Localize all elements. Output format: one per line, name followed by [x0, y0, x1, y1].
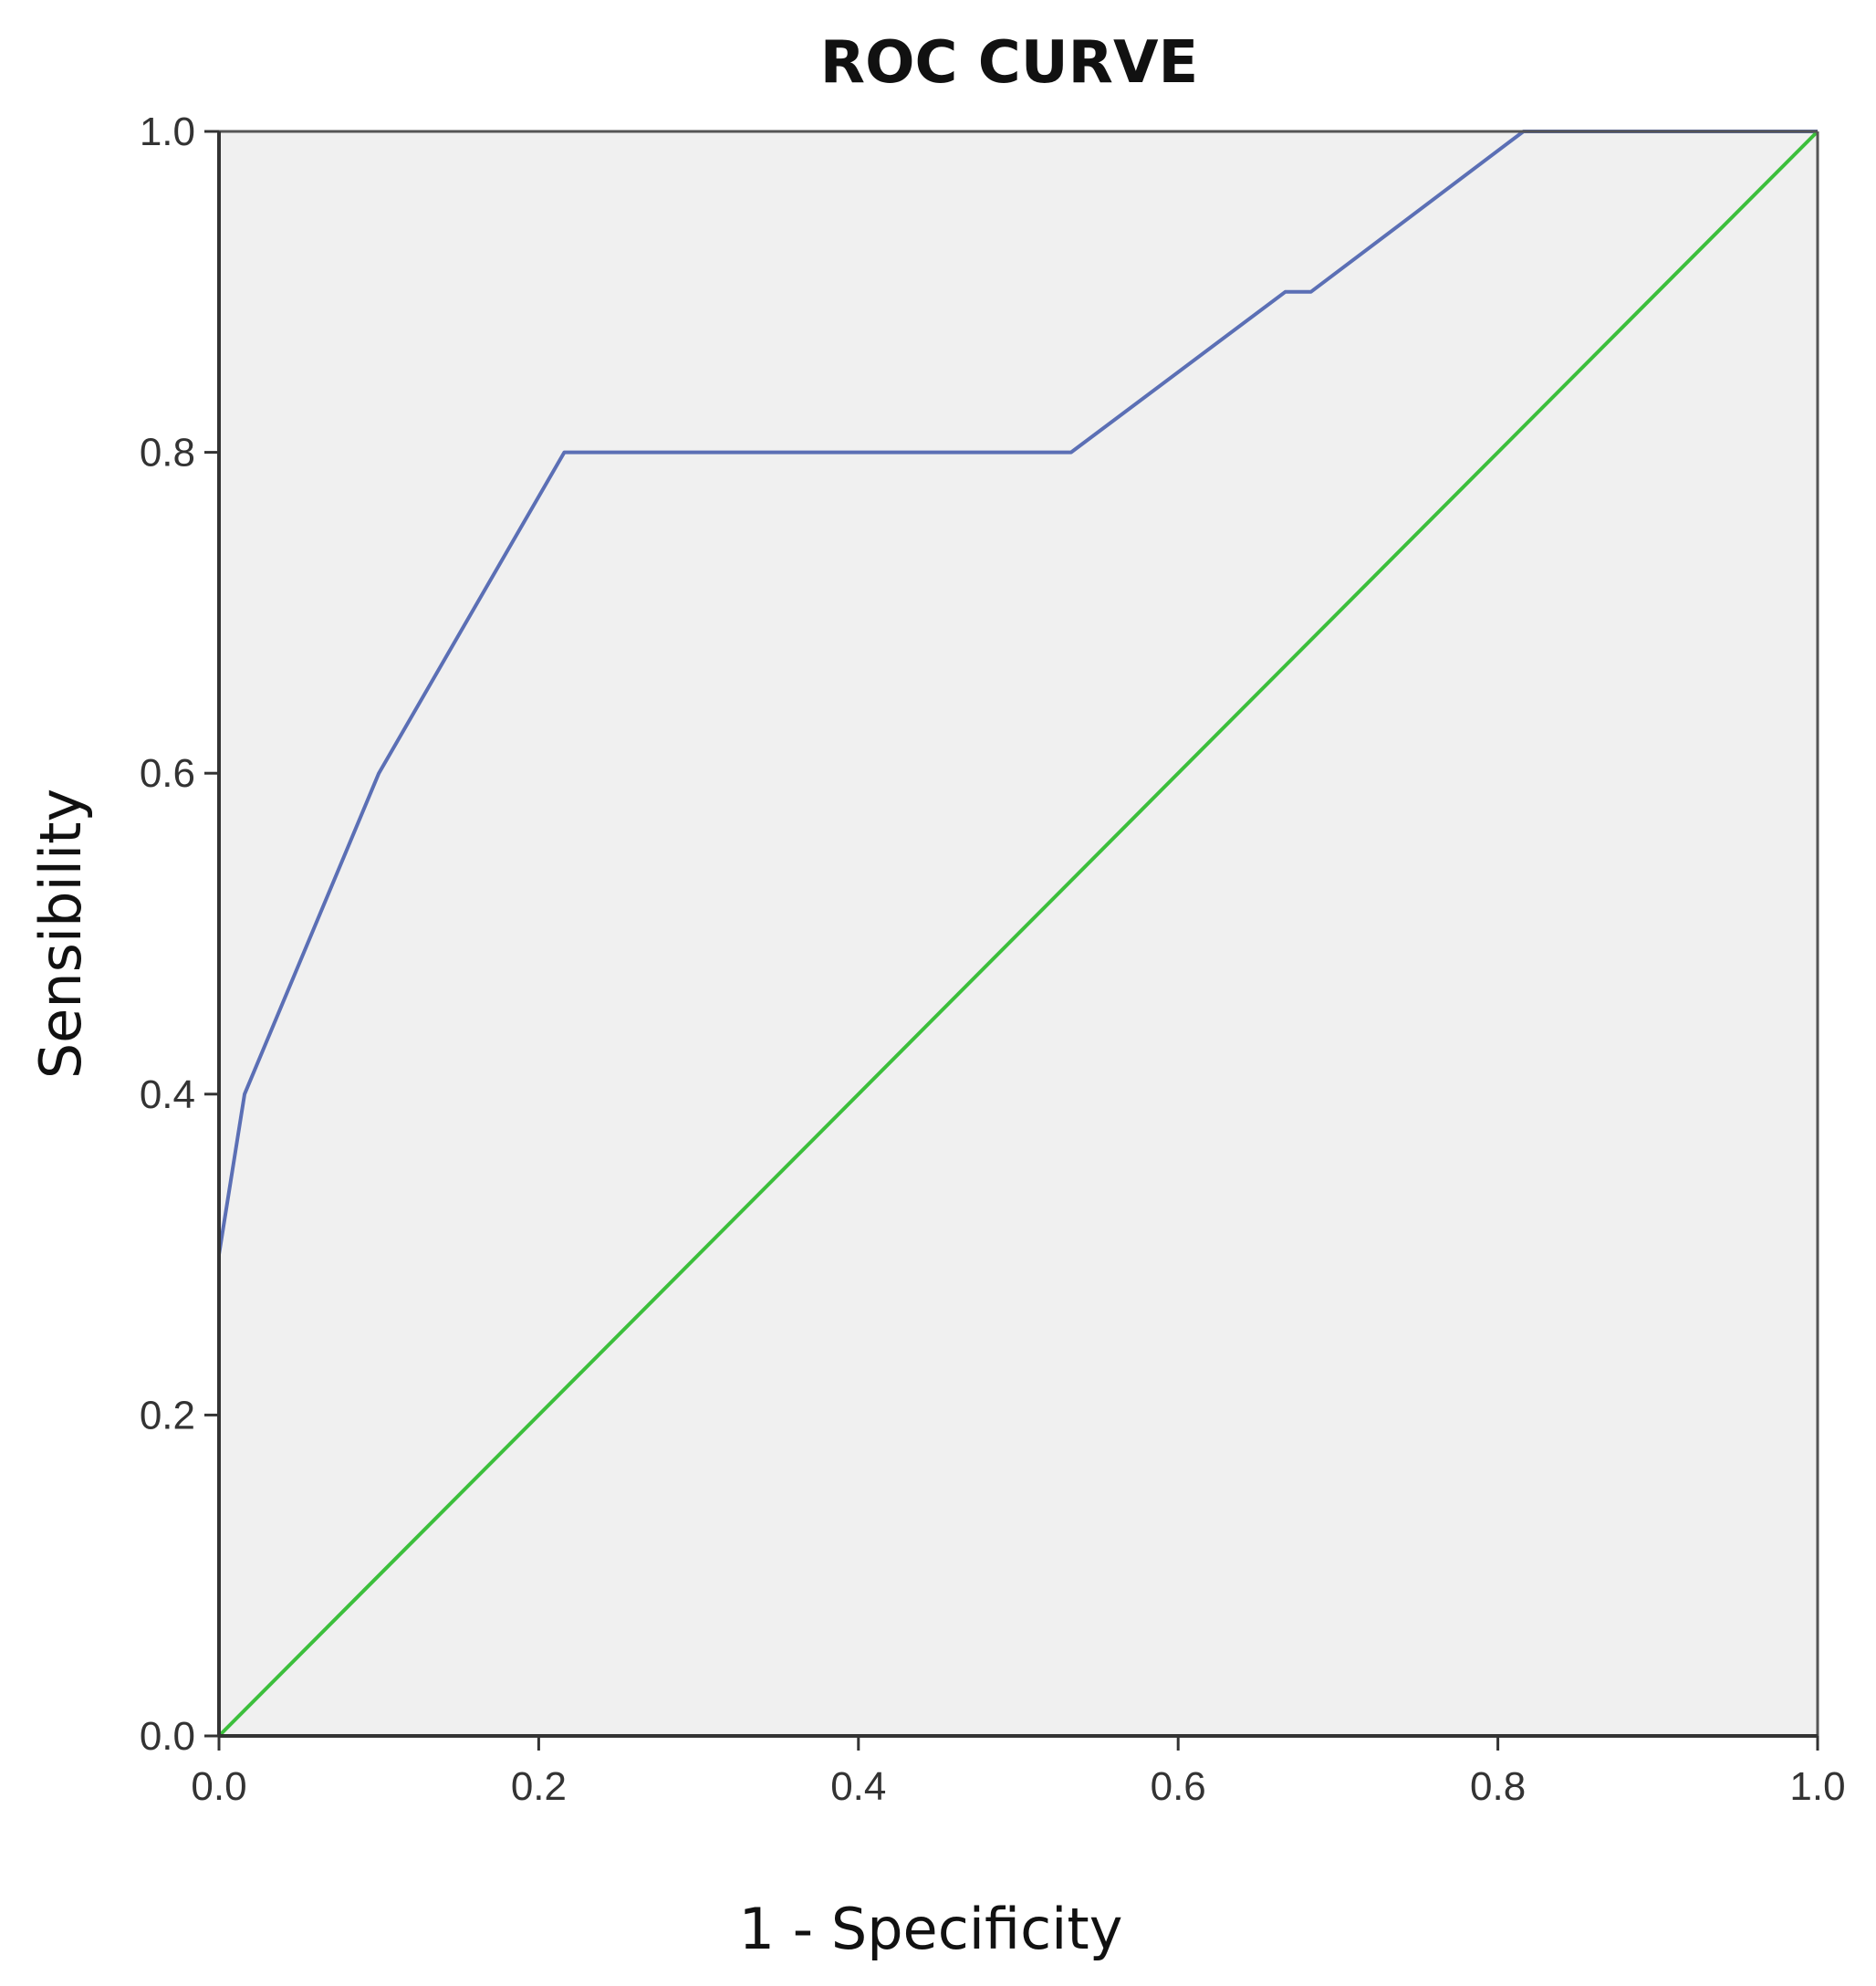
- x-tick-label: 0.4: [830, 1764, 886, 1809]
- y-tick-label: 0.8: [140, 431, 195, 476]
- series-layer: [217, 130, 1819, 1738]
- reference-diagonal-line: [217, 130, 1819, 1738]
- x-tick-label: 0.8: [1470, 1764, 1526, 1809]
- chart-title: ROC CURVE: [820, 29, 1198, 97]
- y-tick-label: 0.0: [140, 1714, 195, 1759]
- x-tick-label: 0.2: [511, 1764, 567, 1809]
- y-axis-label: Sensibility: [27, 789, 94, 1079]
- y-tick-label: 1.0: [140, 110, 195, 154]
- roc-curve-line: [217, 130, 1818, 1736]
- y-tick-label: 0.4: [140, 1072, 195, 1117]
- y-tick-label: 0.2: [140, 1393, 195, 1437]
- x-axis-label: 1 - Specificity: [739, 1896, 1123, 1962]
- y-tick-label: 0.6: [140, 751, 195, 796]
- x-tick-label: 1.0: [1789, 1764, 1845, 1809]
- x-tick-label: 0.6: [1151, 1764, 1206, 1809]
- tick-layer: 0.0 0.2 0.4 0.6 0.8 1.0 0.0 0.2 0.4 0.6 0.8 1.0: [140, 110, 1846, 1809]
- x-tick-label: 0.0: [191, 1764, 246, 1809]
